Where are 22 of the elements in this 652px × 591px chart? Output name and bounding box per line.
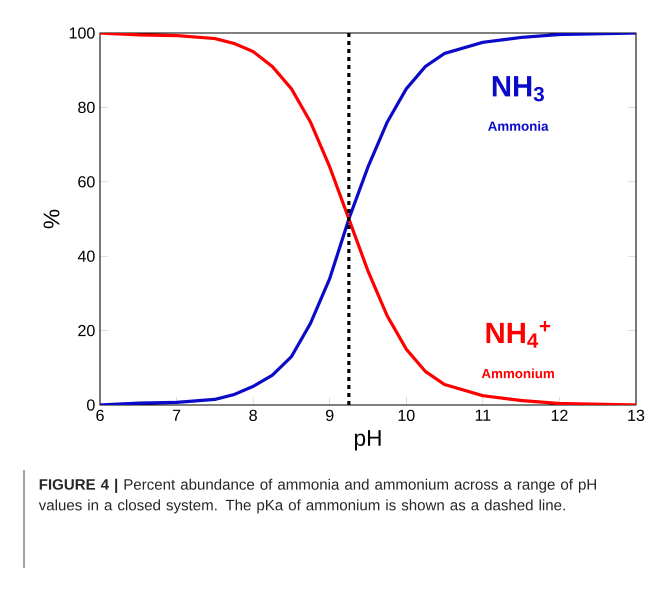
y-tick-label: 0: [87, 399, 95, 411]
text: FIGURE 4 | Percent abundance of ammonia and ammonium across a range of pH values in a closed system. The pKa of ammonium is shown as a dashed line.: [38, 478, 596, 514]
y-tick-label: 20: [78, 324, 95, 336]
x-tick-label: 12: [552, 410, 568, 421]
x-tick-label: 10: [398, 410, 415, 422]
x-tick-label: 11: [476, 410, 490, 421]
y-tick-label: 60: [78, 176, 95, 188]
annotation: Ammonium: [482, 368, 554, 378]
y-axis-title: %: [44, 210, 60, 228]
x-tick-label: 9: [326, 410, 334, 422]
line-series: [100, 32, 636, 405]
x-tick-label: 7: [172, 410, 180, 421]
x-tick-label: 6: [96, 410, 104, 422]
annotation: Ammonia: [488, 121, 549, 131]
y-tick-label: 100: [70, 27, 95, 39]
y-tick-label: 40: [78, 250, 95, 262]
series-label: NH$_{4}$+: [486, 320, 550, 348]
x-axis-title: pH: [354, 430, 381, 450]
series-label: NH$_{3}$: [492, 76, 544, 102]
x-tick-label: 8: [249, 410, 257, 422]
y-tick-label: 80: [78, 102, 95, 114]
x-tick-label: 13: [628, 410, 644, 422]
